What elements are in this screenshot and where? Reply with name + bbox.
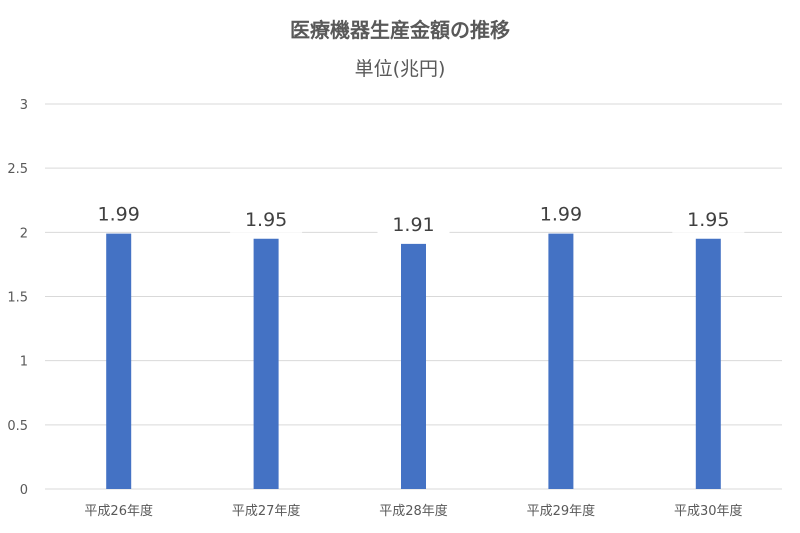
x-category-label: 平成26年度: [84, 503, 153, 519]
data-label-background: [230, 202, 303, 233]
y-tick-label: 0.5: [7, 419, 28, 434]
y-tick-label: 1: [20, 355, 28, 370]
data-label: 1.91: [392, 214, 434, 236]
bars: [106, 233, 721, 489]
y-tick-label: 1.5: [7, 291, 28, 306]
bar: [401, 243, 426, 489]
data-label-background: [524, 197, 597, 228]
y-tick-label: 3: [20, 98, 28, 113]
x-axis-categories: 平成26年度 平成27年度 平成28年度 平成29年度 平成30年度: [84, 503, 742, 519]
data-label-background: [377, 207, 450, 238]
y-tick-label: 0: [20, 483, 28, 498]
chart-title: 医療機器生産金額の推移: [290, 18, 510, 42]
data-label-background: [82, 197, 155, 228]
bar: [548, 233, 574, 489]
y-axis-ticks: 0 0.5 1 1.5 2 2.5 3: [7, 98, 28, 498]
x-category-label: 平成27年度: [232, 503, 301, 519]
data-label: 1.99: [98, 204, 140, 226]
x-category-label: 平成28年度: [379, 503, 448, 519]
data-labels: 1.99 1.95 1.91 1.99 1.95: [82, 197, 745, 238]
bar: [106, 233, 132, 489]
x-category-label: 平成29年度: [527, 503, 596, 519]
bar: [253, 238, 279, 489]
bar: [695, 238, 721, 489]
data-label-background: [672, 202, 745, 233]
data-label: 1.99: [540, 204, 582, 226]
y-tick-label: 2: [20, 226, 28, 241]
data-label: 1.95: [687, 209, 729, 231]
chart-subtitle: 単位(兆円): [355, 58, 446, 80]
data-label: 1.95: [245, 209, 287, 231]
y-tick-label: 2.5: [7, 162, 28, 177]
x-category-label: 平成30年度: [674, 503, 743, 519]
